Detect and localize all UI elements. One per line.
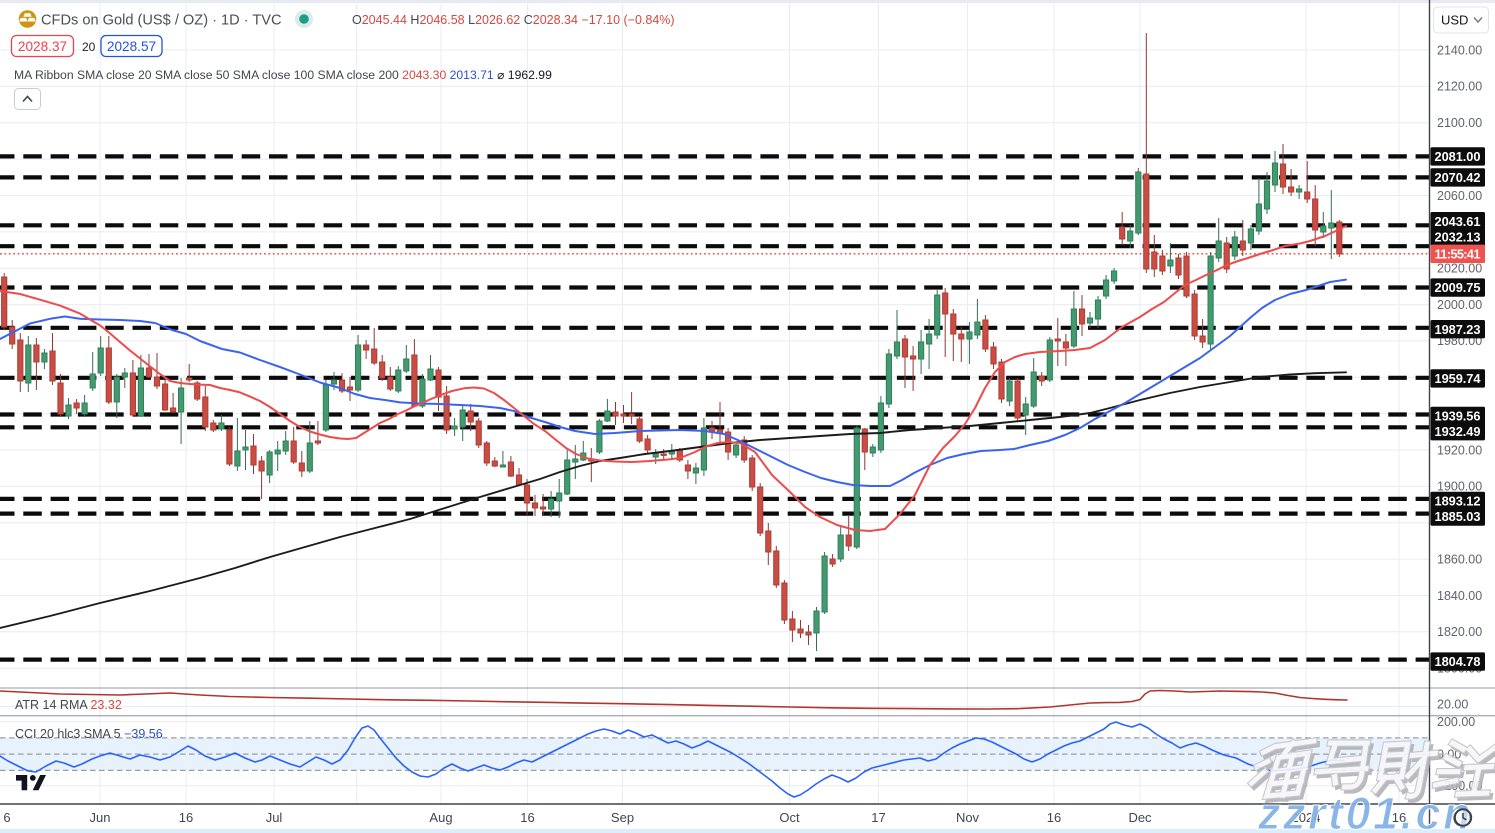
- svg-text:1820.00: 1820.00: [1437, 625, 1482, 639]
- svg-text:ATR 14 RMA 23.32: ATR 14 RMA 23.32: [15, 698, 122, 712]
- svg-text:11:55:41: 11:55:41: [1435, 246, 1481, 261]
- svg-text:CFDs on Gold (US$ / OZ) · 1D ·: CFDs on Gold (US$ / OZ) · 1D · TVC: [41, 12, 282, 28]
- svg-text:Aug: Aug: [429, 810, 452, 825]
- svg-text:O2045.44 H2046.58 L2026.62 C20: O2045.44 H2046.58 L2026.62 C2028.34 −17.…: [352, 13, 675, 27]
- svg-text:17: 17: [871, 810, 885, 825]
- svg-text:1804.78: 1804.78: [1435, 654, 1481, 669]
- svg-text:1959.74: 1959.74: [1435, 371, 1482, 386]
- svg-text:200.00: 200.00: [1437, 715, 1475, 729]
- svg-text:16: 16: [179, 810, 193, 825]
- svg-text:2060.00: 2060.00: [1437, 189, 1482, 203]
- svg-text:2043.61: 2043.61: [1435, 214, 1481, 229]
- svg-text:1987.23: 1987.23: [1435, 322, 1481, 337]
- svg-text:16: 16: [520, 810, 534, 825]
- svg-text:1860.00: 1860.00: [1437, 552, 1482, 566]
- svg-text:zzrt01.cn: zzrt01.cn: [1257, 788, 1473, 833]
- svg-text:2081.00: 2081.00: [1435, 149, 1481, 164]
- svg-text:2009.75: 2009.75: [1435, 280, 1481, 295]
- svg-text:20: 20: [82, 40, 96, 54]
- svg-text:16: 16: [1047, 810, 1061, 825]
- svg-text:2028.37: 2028.37: [18, 39, 67, 54]
- svg-text:Oct: Oct: [779, 810, 800, 825]
- svg-text:1932.49: 1932.49: [1435, 424, 1481, 439]
- svg-text:Dec: Dec: [1128, 810, 1152, 825]
- svg-text:Jul: Jul: [266, 810, 283, 825]
- svg-text:2070.42: 2070.42: [1435, 170, 1481, 185]
- svg-text:2020.00: 2020.00: [1437, 262, 1482, 276]
- svg-text:1939.56: 1939.56: [1435, 409, 1481, 424]
- svg-text:1885.03: 1885.03: [1435, 509, 1481, 524]
- svg-text:Nov: Nov: [956, 810, 980, 825]
- svg-text:2032.13: 2032.13: [1435, 229, 1481, 244]
- svg-text:1900.00: 1900.00: [1437, 480, 1482, 494]
- svg-text:Jun: Jun: [90, 810, 111, 825]
- svg-text:2028.57: 2028.57: [107, 39, 156, 54]
- svg-text:16: 16: [1392, 810, 1406, 825]
- svg-text:1840.00: 1840.00: [1437, 589, 1482, 603]
- svg-text:2024: 2024: [1292, 810, 1321, 825]
- svg-text:USD: USD: [1441, 13, 1468, 28]
- svg-text:20.00: 20.00: [1437, 698, 1468, 712]
- svg-text:MA Ribbon SMA close 20 SMA clo: MA Ribbon SMA close 20 SMA close 50 SMA …: [14, 68, 552, 82]
- svg-text:1920.00: 1920.00: [1437, 443, 1482, 457]
- svg-text:Sep: Sep: [611, 810, 634, 825]
- svg-text:2100.00: 2100.00: [1437, 116, 1482, 130]
- svg-text:6: 6: [3, 810, 10, 825]
- svg-text:2000.00: 2000.00: [1437, 298, 1482, 312]
- svg-text:CCI 20 hlc3 SMA 5 −39.56: CCI 20 hlc3 SMA 5 −39.56: [15, 727, 163, 741]
- svg-text:2120.00: 2120.00: [1437, 80, 1482, 94]
- svg-text:2140.00: 2140.00: [1437, 43, 1482, 57]
- svg-text:1893.12: 1893.12: [1435, 494, 1481, 509]
